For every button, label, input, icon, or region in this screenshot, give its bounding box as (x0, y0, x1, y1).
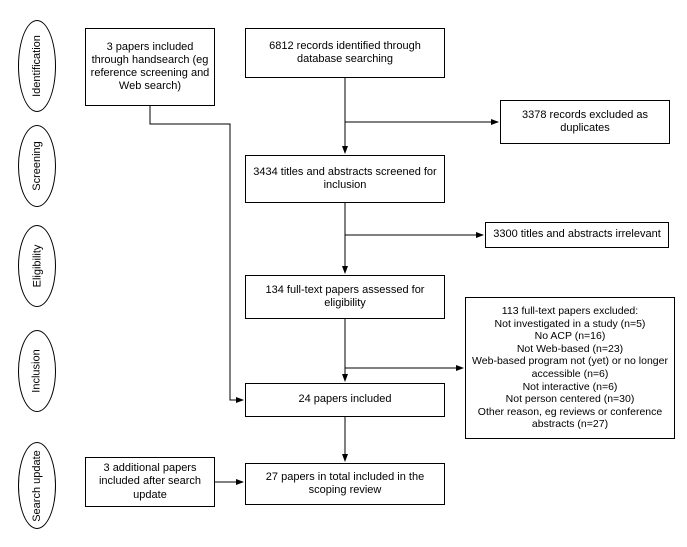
excl-line: Not person centered (n=30) (506, 393, 635, 406)
excl-line: No ACP (n=16) (535, 330, 606, 343)
stage-label-text: Identification (31, 35, 43, 97)
stage-screening: Screening (18, 125, 56, 207)
node-text: 24 papers included (299, 393, 392, 406)
node-text: 3300 titles and abstracts irrelevant (493, 228, 661, 241)
node-text: 3378 records excluded as duplicates (505, 109, 665, 135)
excl-line: Other reason, eg reviews or conference a… (470, 406, 670, 431)
node-text: 3 papers included through handsearch (eg… (90, 41, 210, 94)
stage-identification: Identification (18, 20, 56, 112)
stage-label-text: Search update (31, 450, 43, 522)
node-records-excluded: 3378 records excluded as duplicates (500, 100, 670, 144)
excl-line: Web-based program not (yet) or no longer… (470, 355, 670, 380)
excl-line: Not Web-based (n=23) (517, 343, 623, 356)
node-text: 134 full-text papers assessed for eligib… (250, 284, 440, 310)
stage-label-text: Inclusion (31, 349, 43, 392)
node-text: 27 papers in total included in the scopi… (250, 471, 440, 497)
excl-line: Not investigated in a study (n=5) (495, 318, 646, 331)
node-total-included: 27 papers in total included in the scopi… (245, 463, 445, 505)
stage-label-text: Eligibility (31, 245, 43, 288)
node-text: 6812 records identified through database… (250, 40, 440, 66)
node-fulltext-excluded: 113 full-text papers excluded: Not inves… (465, 297, 675, 439)
node-text: 3434 titles and abstracts screened for i… (250, 166, 440, 192)
excl-line: Not interactive (n=6) (523, 381, 618, 394)
excl-line: 113 full-text papers excluded: (502, 305, 638, 318)
stage-label-text: Screening (31, 141, 43, 191)
node-fulltext-assessed: 134 full-text papers assessed for eligib… (245, 275, 445, 319)
node-titles-irrelevant: 3300 titles and abstracts irrelevant (485, 222, 669, 248)
stage-inclusion: Inclusion (18, 330, 56, 412)
node-handsearch: 3 papers included through handsearch (eg… (85, 28, 215, 106)
node-titles-screened: 3434 titles and abstracts screened for i… (245, 155, 445, 203)
prisma-flowchart: Identification Screening Eligibility Inc… (10, 10, 677, 537)
node-papers-included: 24 papers included (245, 383, 445, 417)
stage-eligibility: Eligibility (18, 225, 56, 307)
node-text: 3 additional papers included after searc… (90, 462, 210, 502)
stage-search-update: Search update (18, 442, 56, 529)
node-additional-papers: 3 additional papers included after searc… (85, 457, 215, 507)
node-records-identified: 6812 records identified through database… (245, 28, 445, 78)
